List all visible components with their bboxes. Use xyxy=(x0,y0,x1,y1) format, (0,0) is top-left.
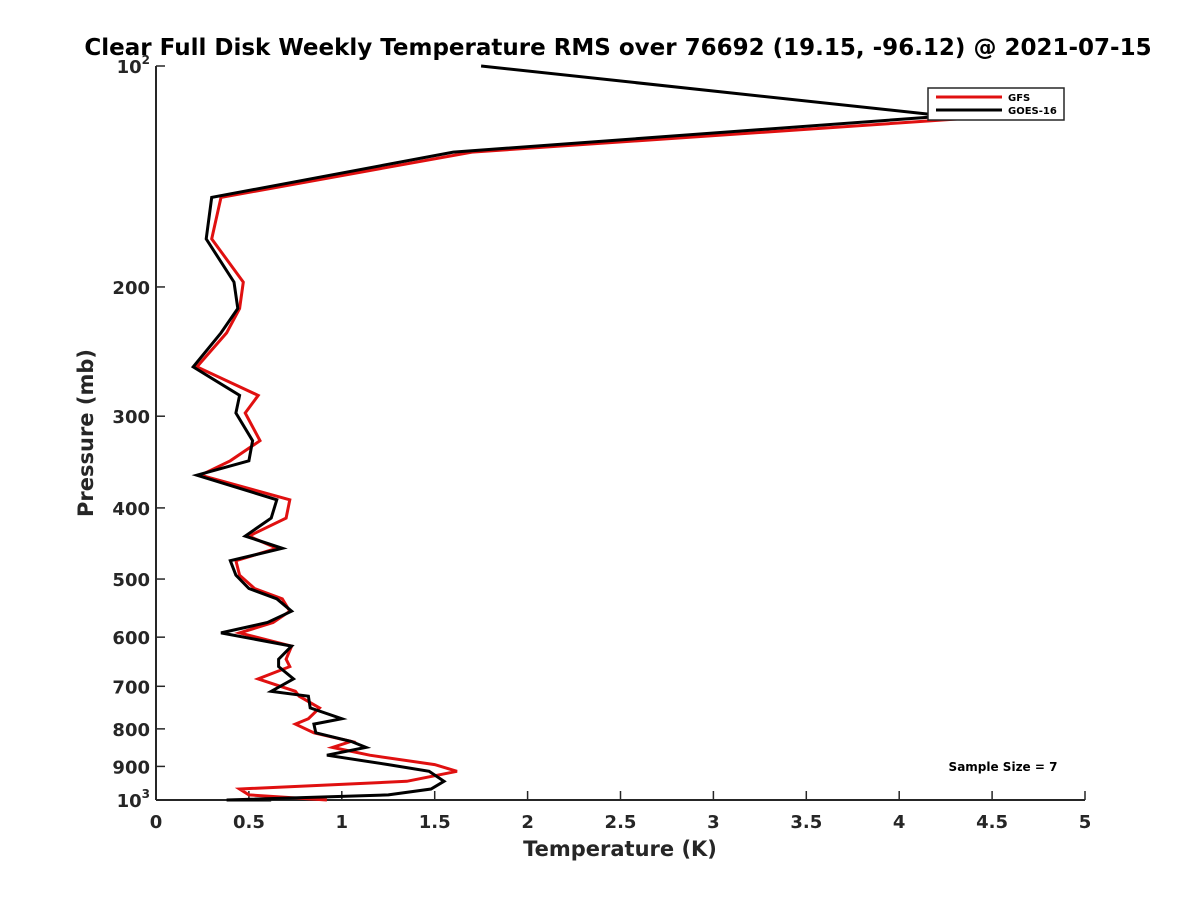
y-tick-exponent: 2 xyxy=(142,53,150,67)
y-tick-base: 800 xyxy=(112,720,150,741)
y-tick-base: 500 xyxy=(112,570,150,591)
y-tick-label: 300 xyxy=(112,407,150,428)
y-tick-label: 200 xyxy=(112,278,150,299)
y-tick-base: 600 xyxy=(112,628,150,649)
plot-area: 0 0.5 1 1.5 2 2.5 3 3.5 4 4.5 51022003004005006007… xyxy=(112,53,1091,833)
y-tick-exponent: 3 xyxy=(142,787,150,801)
y-tick-label: 500 xyxy=(112,570,150,591)
y-tick-base: 200 xyxy=(112,278,150,299)
x-tick-label: 4.5 xyxy=(976,812,1008,833)
legend: GFS GOES-16 xyxy=(927,87,1065,121)
y-tick-label: 102 xyxy=(117,53,150,78)
y-tick-label: 400 xyxy=(112,499,150,520)
y-tick-base: 400 xyxy=(112,499,150,520)
x-tick-label: 3 xyxy=(707,812,720,833)
y-tick-label: 700 xyxy=(112,677,150,698)
legend-box xyxy=(927,87,1065,121)
y-tick-base: 10 xyxy=(117,791,142,812)
x-tick-label: 1 xyxy=(336,812,349,833)
x-tick-label: 2 xyxy=(521,812,534,833)
legend-entry: GOES-16 xyxy=(1008,106,1057,117)
sample-size-annotation: Sample Size = 7 xyxy=(949,760,1058,774)
x-tick-label: 0 xyxy=(150,812,163,833)
series-line-gfs xyxy=(194,114,1002,802)
x-tick-label: 3.5 xyxy=(790,812,822,833)
y-tick-label: 800 xyxy=(112,720,150,741)
x-tick-label: 4 xyxy=(893,812,906,833)
x-axis-label: Temperature (K) xyxy=(523,837,717,861)
series-line-goes-16 xyxy=(190,64,946,802)
x-tick-label: 2.5 xyxy=(605,812,637,833)
y-tick-base: 300 xyxy=(112,407,150,428)
x-tick-label: 5 xyxy=(1079,812,1092,833)
chart-title: Clear Full Disk Weekly Temperature RMS o… xyxy=(84,35,1151,61)
x-tick-label: 0.5 xyxy=(233,812,265,833)
y-tick-label: 900 xyxy=(112,757,150,778)
y-axis-label: Pressure (mb) xyxy=(74,349,98,517)
y-tick-label: 600 xyxy=(112,628,150,649)
legend-entry: GFS xyxy=(1008,93,1030,104)
y-tick-base: 900 xyxy=(112,757,150,778)
x-tick-label: 1.5 xyxy=(419,812,451,833)
y-tick-label: 103 xyxy=(117,787,150,812)
y-tick-base: 10 xyxy=(117,57,142,78)
y-tick-base: 700 xyxy=(112,677,150,698)
